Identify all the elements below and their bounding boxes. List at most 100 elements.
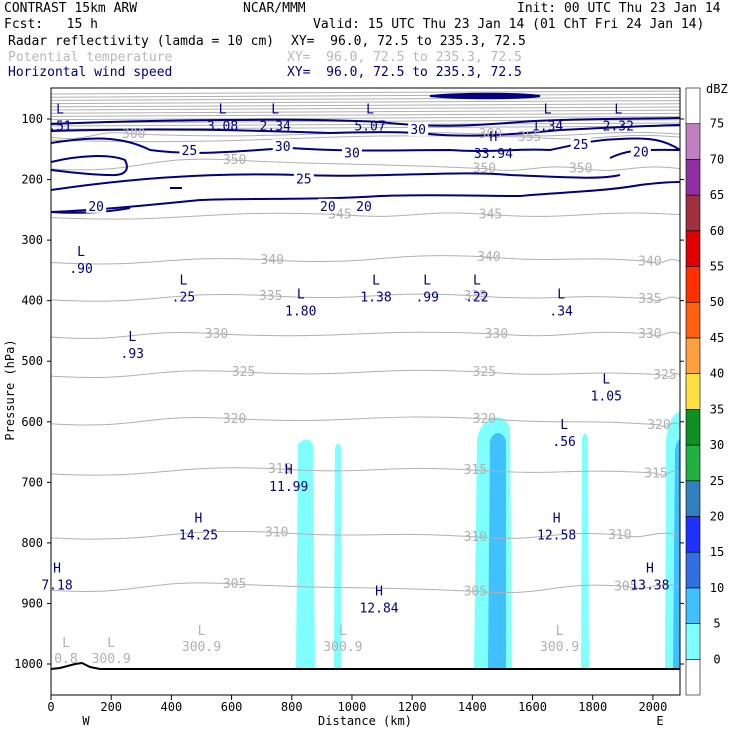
wind-label-bg [353,198,374,213]
colorbar-label: 35 [710,402,724,416]
field-xy-theta: XY= 96.0, 72.5 to 235.3, 72.5 [287,50,522,65]
theta-label: 320 [223,412,246,427]
hl-marker: H [53,561,61,576]
colorbar-swatch [685,123,701,160]
colorbar-label: 5 [713,617,720,631]
reflectivity-shading [296,412,680,669]
x-tick-label: 1400 [458,700,487,714]
valid-time: Valid: 15 UTC Thu 23 Jan 14 (01 ChT Fri … [313,17,705,32]
forecast-hour: Fcst: 15 h [4,17,98,32]
surface-hl-marker: L [556,624,564,639]
wind-label-bg [570,137,591,152]
theta-label: 325 [473,365,496,380]
theta-contour-upper [51,93,680,98]
hl-value: .90 [69,262,92,277]
theta-label: 340 [477,250,500,265]
x-tick-label: 200 [100,700,122,714]
hl-value: 14.25 [179,529,218,544]
wind-label-bg [630,144,651,159]
hl-marker: L [271,102,279,117]
hl-value: 12.84 [359,601,398,616]
hl-value: .34 [549,305,573,320]
colorbar-label: 10 [710,581,724,595]
hl-marker: L [557,288,565,303]
hl-value: 11.99 [269,480,308,495]
theta-label: 325 [653,368,676,383]
y-tick-label: 100 [21,112,43,126]
theta-contour-350 [51,158,680,171]
reflectivity-cell-800km [296,439,315,669]
theta-contour-upper [51,109,680,114]
wind-label-bg [272,138,293,153]
surface-hl-marker: L [198,624,206,639]
hl-value: 12.58 [537,529,576,544]
colorbar-swatch [685,516,701,553]
theta-label: 330 [638,327,661,342]
colorbar-label: 65 [710,188,724,202]
hl-value: .51 [48,119,71,134]
wind-label: 25 [573,138,589,153]
wind-label: 20 [356,200,372,215]
wind-label: 20 [633,145,649,160]
colorbar-swatch [685,87,701,125]
hl-marker: L [77,245,85,260]
y-axis: 100 200 300 400 500 600 700 800 900 1000 [14,112,684,671]
colorbar-swatch [685,159,701,196]
hl-marker: H [375,584,383,599]
reflectivity-cell-1480km-inner [488,433,506,669]
colorbar-swatch [685,409,701,446]
theta-label: 340 [638,254,661,269]
colorbar-label: 50 [710,295,724,309]
wind-label-bg [179,143,200,158]
wind-label-bg [293,171,314,186]
hl-marker: L [56,102,64,117]
theta-label: 335 [259,289,282,304]
theta-label: 310 [265,526,288,541]
field-label-reflectivity: Radar reflectivity (lamda = 10 cm) [8,34,275,49]
colorbar-swatch [685,301,701,339]
model-title: CONTRAST 15km ARW [4,1,138,16]
colorbar: dBZ 0 5 10 15 20 25 30 35 40 45 50 55 60 65 70 75 [685,82,728,696]
plot-frame [50,87,681,696]
colorbar-label: 25 [710,474,724,488]
theta-contour-315 [51,467,680,476]
theta-label: 330 [485,327,508,342]
field-label-wind: Horizontal wind speed [8,65,173,80]
theta-label: 305 [614,579,637,594]
hl-marker: L [297,288,305,303]
theta-label: 300 [122,127,145,142]
theta-label: 305 [223,577,246,592]
theta-label: 325 [232,365,255,380]
x-tick-label: 2000 [638,700,667,714]
terrain-surface [50,661,680,670]
hl-marker: L [128,330,136,345]
hl-marker: H [285,463,293,478]
x-tick-label: 600 [221,700,243,714]
wind-label: 25 [182,144,198,159]
wind-label-bg [341,145,362,160]
wind-labels: 30 25 30 30 25 20 25 20 20 20 [86,121,651,215]
y-axis-title: Pressure (hPa) [3,339,17,440]
theta-contour-upper [51,106,680,111]
theta-contour-upper [51,112,680,117]
theta-contour-upper [51,90,680,95]
y-tick-label: 1000 [14,657,43,671]
colorbar-label: 75 [710,117,724,131]
hl-value: 7.18 [41,578,72,593]
x-axis: 0 200 400 600 800 1000 1200 1400 1600 1800 2000 [47,695,667,714]
theta-contour-345 [51,212,680,220]
theta-contour-upper [51,125,680,130]
theta-label: 335 [464,289,487,304]
colorbar-label: 60 [710,224,724,238]
x-end-label-east: E [656,714,663,728]
hl-marker: H [195,512,203,527]
theta-label: 355 [518,130,541,145]
x-tick-label: 1600 [518,700,547,714]
colorbar-swatch [685,551,701,589]
x-tick-label: 400 [161,700,183,714]
y-tick-label: 400 [21,294,43,308]
hl-value: .93 [121,347,144,362]
surface-hl-marker: L [339,624,347,639]
reflectivity-cell-east-inner [673,439,680,669]
